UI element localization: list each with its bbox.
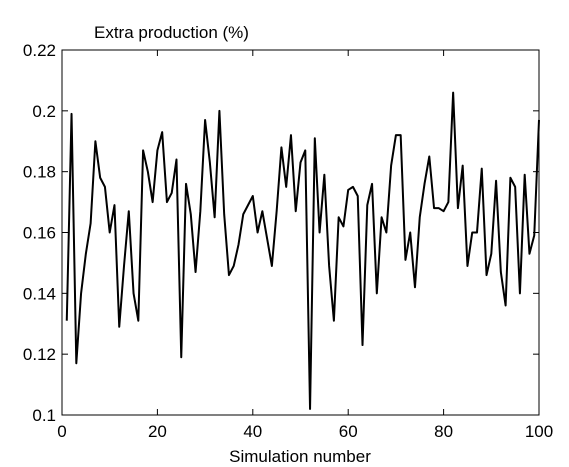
chart-title: Extra production (%)	[94, 23, 249, 42]
x-tick-label: 0	[57, 422, 66, 441]
series-line	[65, 91, 540, 410]
tick-labels: 0 20 40 60 80 100 0.1 0.12 0.14 0.16 0.18 0.2 0.22	[23, 41, 553, 441]
y-tick-label: 0.18	[23, 163, 56, 182]
tick-marks	[61, 49, 540, 416]
y-tick-label: 0.14	[23, 284, 56, 303]
x-tick-label: 80	[434, 422, 453, 441]
y-tick-label: 0.22	[23, 41, 56, 60]
x-tick-label: 100	[525, 422, 553, 441]
x-tick-label: 40	[243, 422, 262, 441]
plot-area-frame	[61, 49, 540, 416]
x-axis-label: Simulation number	[229, 447, 371, 466]
y-tick-label: 0.2	[32, 102, 56, 121]
y-tick-label: 0.1	[32, 406, 56, 425]
y-tick-label: 0.16	[23, 224, 56, 243]
y-tick-label: 0.12	[23, 345, 56, 364]
x-tick-label: 60	[339, 422, 358, 441]
x-tick-label: 20	[148, 422, 167, 441]
